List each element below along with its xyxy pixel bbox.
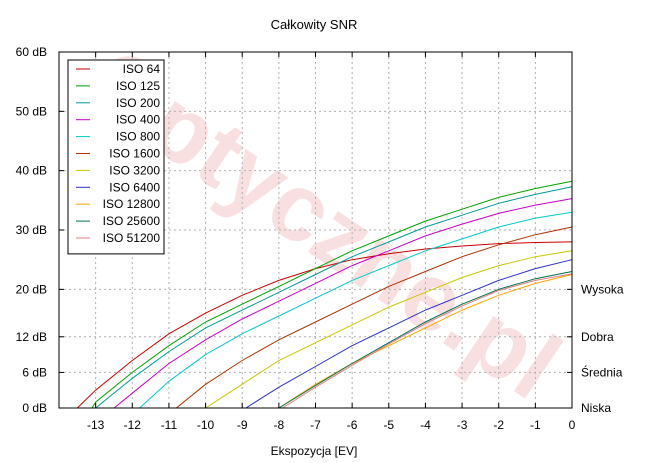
right-quality-label: Dobra bbox=[581, 330, 614, 344]
x-tick-label: -9 bbox=[237, 418, 248, 432]
series-line bbox=[95, 186, 573, 409]
series-line bbox=[205, 250, 573, 409]
y-tick-label: 40 dB bbox=[16, 164, 47, 178]
x-tick-label: -3 bbox=[457, 418, 468, 432]
legend: ISO 64 ISO 125 ISO 200 ISO 400 ISO 800 ISO 16… bbox=[67, 59, 165, 255]
axes: -13 -12 -11 -10 -9 -8 -7 -6 -5 -4 -3 -2 -1 00 dB6 dB1… bbox=[16, 45, 624, 432]
x-tick-label: -6 bbox=[347, 418, 358, 432]
x-tick-label: -12 bbox=[124, 418, 142, 432]
y-tick-label: 50 dB bbox=[16, 104, 47, 118]
legend-label: ISO 6400 bbox=[109, 180, 160, 194]
legend-label: ISO 125 bbox=[116, 79, 160, 93]
legend-label: ISO 3200 bbox=[109, 163, 160, 177]
x-tick-label: 0 bbox=[569, 418, 576, 432]
legend-label: ISO 1600 bbox=[109, 147, 160, 161]
series-line bbox=[113, 198, 573, 409]
x-tick-label: -5 bbox=[383, 418, 394, 432]
y-tick-label: 60 dB bbox=[16, 45, 47, 59]
x-tick-label: -7 bbox=[310, 418, 321, 432]
series-line bbox=[139, 211, 573, 409]
series-line bbox=[91, 180, 573, 409]
y-tick-label: 6 dB bbox=[22, 365, 47, 379]
series-line bbox=[282, 273, 573, 409]
series-line bbox=[175, 226, 573, 409]
series-lines bbox=[76, 180, 573, 409]
legend-label: ISO 400 bbox=[116, 113, 160, 127]
legend-label: ISO 25600 bbox=[103, 214, 161, 228]
x-tick-label: -13 bbox=[87, 418, 105, 432]
series-line bbox=[278, 271, 573, 409]
y-tick-label: 0 dB bbox=[22, 401, 47, 415]
legend-label: ISO 51200 bbox=[103, 231, 161, 245]
x-tick-label: -1 bbox=[530, 418, 541, 432]
x-tick-label: -10 bbox=[197, 418, 215, 432]
y-tick-label: 20 dB bbox=[16, 282, 47, 296]
y-tick-label: 12 dB bbox=[16, 330, 47, 344]
legend-label: ISO 64 bbox=[123, 62, 161, 76]
x-axis-label: Ekspozycja [EV] bbox=[271, 444, 358, 458]
x-tick-label: -8 bbox=[274, 418, 285, 432]
series-line bbox=[245, 259, 573, 409]
legend-label: ISO 12800 bbox=[103, 197, 161, 211]
x-tick-label: -2 bbox=[493, 418, 504, 432]
x-tick-label: -11 bbox=[161, 418, 178, 432]
legend-label: ISO 200 bbox=[116, 96, 160, 110]
right-quality-label: Wysoka bbox=[581, 282, 624, 296]
chart-title: Całkowity SNR bbox=[271, 17, 358, 32]
legend-label: ISO 800 bbox=[116, 130, 160, 144]
y-tick-label: 30 dB bbox=[16, 223, 47, 237]
x-tick-label: -4 bbox=[420, 418, 431, 432]
right-quality-label: Średnia bbox=[581, 364, 623, 379]
series-line bbox=[278, 274, 573, 409]
right-quality-label: Niska bbox=[581, 401, 611, 415]
